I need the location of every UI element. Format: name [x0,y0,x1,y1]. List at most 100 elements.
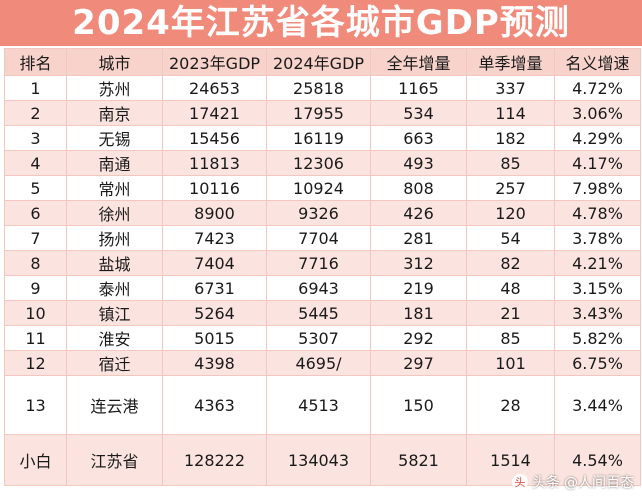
cell-city: 常州 [66,175,163,201]
header-quarter-increase: 单季增量 [466,48,555,76]
cell-city: 镇江 [66,300,163,326]
cell-city: 苏州 [66,75,163,101]
table-row: 8 盐城 7404 7716 312 82 4.21% [4,250,641,276]
header-gdp-2023: 2023年GDP [162,48,267,76]
cell-gdp-2024: 17955 [266,100,371,126]
cell-growth-rate: 4.72% [554,75,641,101]
cell-city: 盐城 [66,250,163,276]
cell-annual-increase: 808 [370,175,467,201]
table-row: 3 无锡 15456 16119 663 182 4.29% [4,125,641,151]
cell-gdp-2024: 12306 [266,150,371,176]
cell-gdp-2023: 24653 [162,75,267,101]
cell-growth-rate: 4.54% [554,434,641,486]
cell-quarter-increase: 1514 [466,434,555,486]
cell-gdp-2024: 6943 [266,275,371,301]
table-row: 4 南通 11813 12306 493 85 4.17% [4,150,641,176]
cell-rank: 8 [4,250,67,276]
table-row: 10 镇江 5264 5445 181 21 3.43% [4,300,641,326]
cell-gdp-2024: 25818 [266,75,371,101]
cell-gdp-2023: 4363 [162,375,267,435]
cell-growth-rate: 3.06% [554,100,641,126]
cell-rank: 7 [4,225,67,251]
cell-gdp-2024: 7716 [266,250,371,276]
cell-rank: 10 [4,300,67,326]
cell-growth-rate: 4.29% [554,125,641,151]
table-row: 2 南京 17421 17955 534 114 3.06% [4,100,641,126]
total-row: 小白 江苏省 128222 134043 5821 1514 4.54% [4,434,641,486]
cell-gdp-2023: 4398 [162,350,267,376]
cell-city: 扬州 [66,225,163,251]
page-title: 2024年江苏省各城市GDP预测 [0,0,642,46]
cell-growth-rate: 3.43% [554,300,641,326]
cell-city: 宿迁 [66,350,163,376]
cell-rank: 11 [4,325,67,351]
cell-gdp-2024: 134043 [266,434,371,486]
cell-quarter-increase: 114 [466,100,555,126]
cell-city: 徐州 [66,200,163,226]
cell-quarter-increase: 85 [466,150,555,176]
cell-quarter-increase: 28 [466,375,555,435]
cell-gdp-2024: 7704 [266,225,371,251]
cell-city: 南京 [66,100,163,126]
cell-gdp-2023: 17421 [162,100,267,126]
cell-annual-increase: 219 [370,275,467,301]
header-growth-rate: 名义增速 [554,48,641,76]
cell-annual-increase: 534 [370,100,467,126]
header-city: 城市 [66,48,163,76]
cell-gdp-2024: 5307 [266,325,371,351]
table-row: 11 淮安 5015 5307 292 85 5.82% [4,325,641,351]
table-row: 6 徐州 8900 9326 426 120 4.78% [4,200,641,226]
cell-gdp-2024: 16119 [266,125,371,151]
cell-gdp-2024: 10924 [266,175,371,201]
cell-gdp-2024: 4513 [266,375,371,435]
cell-growth-rate: 3.15% [554,275,641,301]
cell-gdp-2023: 7404 [162,250,267,276]
cell-annual-increase: 426 [370,200,467,226]
cell-annual-increase: 292 [370,325,467,351]
watermark: 头 头条 @人间百态 [512,472,634,492]
cell-city: 泰州 [66,275,163,301]
cell-growth-rate: 6.75% [554,350,641,376]
cell-growth-rate: 4.17% [554,150,641,176]
cell-gdp-2023: 5015 [162,325,267,351]
cell-annual-increase: 312 [370,250,467,276]
cell-growth-rate: 4.78% [554,200,641,226]
cell-annual-increase: 150 [370,375,467,435]
cell-quarter-increase: 182 [466,125,555,151]
cell-gdp-2023: 15456 [162,125,267,151]
header-annual-increase: 全年增量 [370,48,467,76]
cell-gdp-2023: 10116 [162,175,267,201]
cell-gdp-2023: 7423 [162,225,267,251]
cell-city: 无锡 [66,125,163,151]
cell-quarter-increase: 21 [466,300,555,326]
cell-quarter-increase: 48 [466,275,555,301]
cell-gdp-2024: 4695/ [266,350,371,376]
cell-quarter-increase: 337 [466,75,555,101]
table-row: 9 泰州 6731 6943 219 48 3.15% [4,275,641,301]
cell-gdp-2023: 128222 [162,434,267,486]
cell-annual-increase: 663 [370,125,467,151]
cell-annual-increase: 297 [370,350,467,376]
cell-annual-increase: 181 [370,300,467,326]
cell-gdp-2023: 11813 [162,150,267,176]
table-row: 1 苏州 24653 25818 1165 337 4.72% [4,75,641,101]
cell-gdp-2024: 5445 [266,300,371,326]
toutiao-logo-icon: 头 [512,474,528,490]
cell-growth-rate: 7.98% [554,175,641,201]
cell-rank: 2 [4,100,67,126]
cell-quarter-increase: 101 [466,350,555,376]
cell-annual-increase: 493 [370,150,467,176]
cell-quarter-increase: 54 [466,225,555,251]
cell-rank: 3 [4,125,67,151]
cell-gdp-2023: 6731 [162,275,267,301]
watermark-author: @人间百态 [564,475,634,491]
header-row: 排名 城市 2023年GDP 2024年GDP 全年增量 单季增量 名义增速 [4,48,641,76]
cell-annual-increase: 281 [370,225,467,251]
cell-growth-rate: 3.44% [554,375,641,435]
cell-quarter-increase: 82 [466,250,555,276]
table-row: 12 宿迁 4398 4695/297 101 6.75% [4,350,641,376]
watermark-brand: 头条 [532,475,560,491]
cell-annual-increase: 1165 [370,75,467,101]
gdp-table: 排名 城市 2023年GDP 2024年GDP 全年增量 单季增量 名义增速 1… [4,48,641,486]
